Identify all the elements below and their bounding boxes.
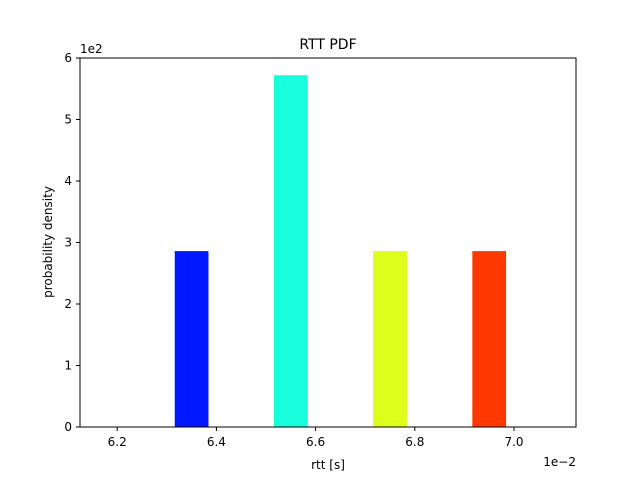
chart-title: RTT PDF bbox=[299, 37, 356, 53]
bar-3 bbox=[373, 251, 407, 427]
x-tick-label-0: 6.2 bbox=[108, 435, 127, 449]
bars-layer bbox=[174, 75, 507, 427]
y-tick-label-3: 3 bbox=[64, 236, 72, 250]
y-tick-label-4: 4 bbox=[64, 174, 72, 188]
y-tick-label-6: 6 bbox=[64, 51, 72, 65]
y-tick-label-0: 0 bbox=[64, 420, 72, 434]
y-offset-label: 1e2 bbox=[80, 42, 103, 56]
plot-frame bbox=[79, 57, 577, 428]
bar-1 bbox=[174, 251, 209, 427]
y-axis-label: probability density bbox=[41, 186, 55, 298]
y-tick-label-2: 2 bbox=[64, 297, 72, 311]
ticks-layer: 6.2 6.4 6.6 6.8 7.0 0 1 2 3 4 5 6 bbox=[64, 51, 523, 449]
x-tick-label-2: 6.6 bbox=[306, 435, 325, 449]
x-axis-label: rtt [s] bbox=[311, 458, 345, 472]
bar-2 bbox=[273, 75, 308, 427]
bar-4 bbox=[472, 251, 507, 427]
x-offset-label: 1e−2 bbox=[543, 455, 576, 469]
x-tick-label-4: 7.0 bbox=[504, 435, 523, 449]
x-tick-label-1: 6.4 bbox=[207, 435, 226, 449]
y-tick-label-5: 5 bbox=[64, 113, 72, 127]
x-tick-label-3: 6.8 bbox=[405, 435, 424, 449]
y-tick-label-1: 1 bbox=[64, 359, 72, 373]
